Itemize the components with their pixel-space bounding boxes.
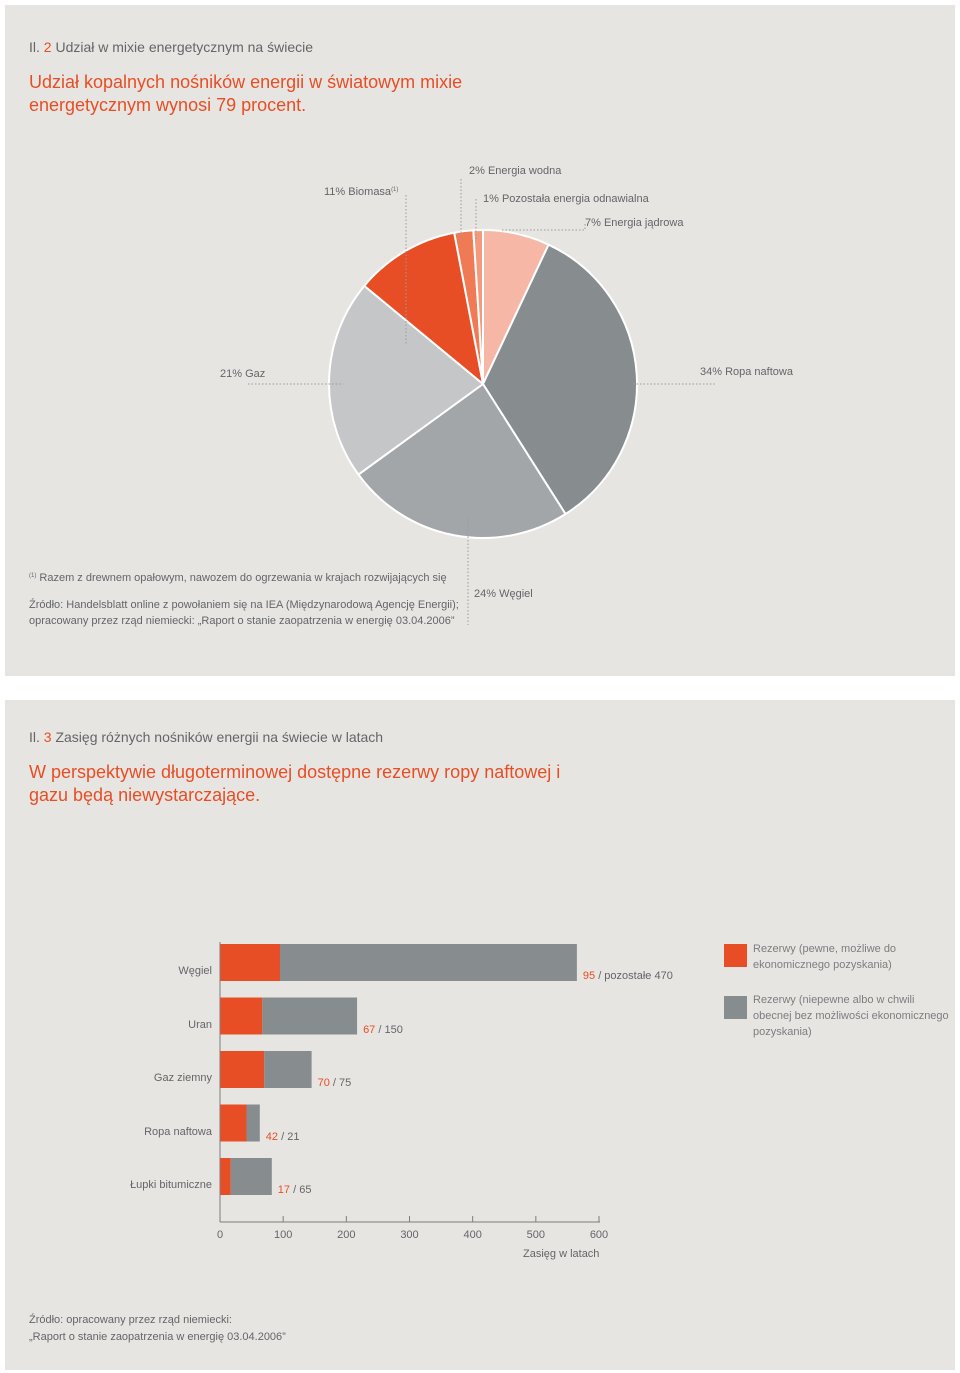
pie-slice-ropa-naftowa xyxy=(482,243,639,516)
x-tick-label: 0 xyxy=(216,1229,224,1241)
x-tick-label: 200 xyxy=(337,1229,356,1241)
reserves-panel: Il. 3 Zasięg różnych nośników energii na… xyxy=(5,700,955,1370)
pie-label-biomasa: 11% Biomasa(1) xyxy=(324,186,399,198)
bar-certain-uran xyxy=(220,997,263,1035)
bar-chart xyxy=(219,942,600,1223)
pie-label-pozostala-odnawialna: 1% Pozostała energia odnawialna xyxy=(483,193,649,205)
legend-text-certain: Rezerwy (pewne, możliwe do ekonomicznego… xyxy=(753,943,897,971)
pie-label-wegiel: 24% Węgiel xyxy=(474,588,533,600)
bar-value-label: 67 / 150 xyxy=(363,1023,403,1036)
bar-certain-wegiel xyxy=(220,944,281,981)
pie-label-gaz: 21% Gaz xyxy=(220,368,266,380)
energy-mix-panel: Il. 2 Udział w mixie energetycznym na św… xyxy=(5,5,955,676)
pie-label-energia-jadrowa: 7% Energia jądrowa xyxy=(585,217,684,229)
bar-value-label: 70 / 75 xyxy=(317,1077,352,1089)
bar-uncertain-uran xyxy=(262,997,358,1035)
bar-uncertain-lupki-bitumiczne xyxy=(230,1158,272,1195)
x-axis-title: Zasięg w latach xyxy=(523,1248,600,1260)
pie-slice-biomasa xyxy=(363,231,484,385)
bar-category-label: Węgiel xyxy=(178,965,212,977)
pie-label-energia-wodna: 2% Energia wodna xyxy=(469,165,562,177)
source-note: Źródło: opracowany przez rząd niemiecki:… xyxy=(29,1314,286,1343)
pie-slice-gaz xyxy=(328,284,484,476)
bar-uncertain-wegiel xyxy=(280,944,577,981)
bar-category-label: Uran xyxy=(188,1018,212,1031)
bar-value-label: 17 / 65 xyxy=(277,1184,312,1196)
x-tick-label: 400 xyxy=(463,1229,482,1241)
figure-headline: Udział kopalnych nośników energii w świa… xyxy=(29,72,463,115)
figure-label: Il. 3 Zasięg różnych nośników energii na… xyxy=(29,729,384,745)
figure-headline: W perspektywie długoterminowej dostępne … xyxy=(29,762,561,805)
x-tick-label: 500 xyxy=(526,1229,545,1241)
pie-slice-wegiel xyxy=(357,383,567,539)
bar-certain-lupki-bitumiczne xyxy=(220,1158,231,1195)
x-tick-label: 300 xyxy=(400,1229,419,1241)
bar-value-label: 95 / pozostałe 470 xyxy=(582,970,673,982)
bar-uncertain-gaz-ziemny xyxy=(264,1051,312,1088)
source-note: Źródło: Handelsblatt online z powołaniem… xyxy=(29,599,459,627)
pie-chart xyxy=(248,179,717,625)
leader-energia-jadrowa xyxy=(502,222,586,231)
bar-category-label: Ropa naftowa xyxy=(144,1125,212,1138)
bar-category-label: Łupki bitumiczne xyxy=(130,1179,212,1191)
bar-value-label: 42 / 21 xyxy=(265,1130,300,1143)
figure-label: Il. 2 Udział w mixie energetycznym na św… xyxy=(29,39,314,55)
x-tick-label: 100 xyxy=(273,1229,293,1241)
bar-uncertain-ropa-naftowa xyxy=(246,1104,260,1142)
legend-swatch-certain xyxy=(724,944,747,967)
x-tick-label: 600 xyxy=(589,1229,609,1241)
bar-certain-ropa-naftowa xyxy=(220,1104,247,1142)
bar-category-label: Gaz ziemny xyxy=(153,1072,212,1084)
legend-text-uncertain: Rezerwy (niepewne albo w chwili obecnej … xyxy=(753,994,949,1038)
legend-swatch-uncertain xyxy=(724,996,747,1019)
pie-label-ropa-naftowa: 34% Ropa naftowa xyxy=(700,366,793,378)
bar-certain-gaz-ziemny xyxy=(220,1051,265,1088)
footnote: (1) Razem z drewnem opałowym, nawozem do… xyxy=(29,572,447,584)
